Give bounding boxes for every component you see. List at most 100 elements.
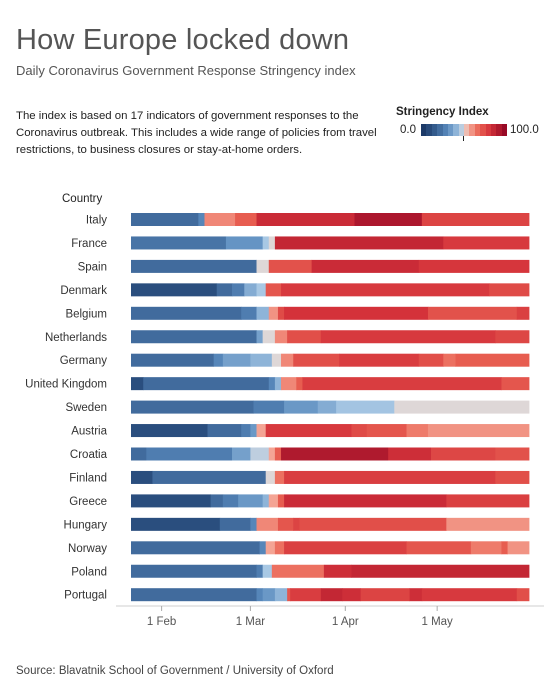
stringency-segment[interactable] [268, 494, 279, 508]
stringency-segment[interactable] [256, 213, 355, 226]
stringency-segment[interactable] [351, 424, 368, 438]
stringency-segment[interactable] [131, 353, 215, 367]
stringency-segment[interactable] [501, 541, 508, 555]
stringency-segment[interactable] [277, 517, 294, 531]
stringency-segment[interactable] [281, 283, 490, 297]
stringency-segment[interactable] [507, 541, 530, 555]
stringency-segment[interactable] [268, 447, 276, 461]
stringency-segment[interactable] [394, 400, 530, 414]
stringency-segment[interactable] [271, 564, 325, 578]
stringency-segment[interactable] [250, 517, 257, 531]
stringency-segment[interactable] [241, 424, 251, 438]
stringency-segment[interactable] [360, 588, 410, 602]
stringency-segment[interactable] [213, 353, 224, 367]
stringency-segment[interactable] [320, 330, 496, 344]
stringency-segment[interactable] [131, 283, 218, 297]
stringency-segment[interactable] [265, 541, 276, 555]
stringency-segment[interactable] [421, 213, 530, 226]
stringency-segment[interactable] [256, 564, 264, 578]
stringency-segment[interactable] [131, 517, 221, 531]
stringency-segment[interactable] [302, 377, 502, 391]
stringency-segment[interactable] [366, 424, 407, 438]
stringency-segment[interactable] [210, 494, 224, 508]
stringency-segment[interactable] [244, 283, 257, 297]
stringency-segment[interactable] [131, 330, 257, 344]
stringency-segment[interactable] [427, 306, 518, 320]
stringency-segment[interactable] [131, 213, 199, 226]
stringency-segment[interactable] [287, 588, 291, 602]
stringency-segment[interactable] [281, 377, 297, 391]
stringency-segment[interactable] [256, 588, 264, 602]
stringency-segment[interactable] [131, 236, 227, 250]
stringency-segment[interactable] [277, 494, 285, 508]
stringency-segment[interactable] [317, 400, 337, 414]
stringency-segment[interactable] [342, 588, 362, 602]
stringency-segment[interactable] [250, 424, 257, 438]
stringency-segment[interactable] [131, 424, 208, 438]
stringency-segment[interactable] [274, 377, 282, 391]
stringency-segment[interactable] [336, 400, 395, 414]
stringency-segment[interactable] [262, 494, 270, 508]
stringency-segment[interactable] [489, 283, 530, 297]
stringency-segment[interactable] [284, 306, 429, 320]
stringency-segment[interactable] [265, 424, 352, 438]
stringency-segment[interactable] [516, 306, 530, 320]
stringency-segment[interactable] [296, 377, 303, 391]
stringency-segment[interactable] [256, 259, 270, 273]
stringency-segment[interactable] [277, 306, 285, 320]
stringency-segment[interactable] [225, 236, 264, 250]
stringency-segment[interactable] [232, 447, 251, 461]
stringency-segment[interactable] [406, 541, 472, 555]
stringency-segment[interactable] [131, 541, 260, 555]
stringency-segment[interactable] [256, 306, 270, 320]
stringency-segment[interactable] [259, 541, 267, 555]
stringency-segment[interactable] [131, 306, 242, 320]
stringency-segment[interactable] [222, 494, 239, 508]
stringency-segment[interactable] [262, 588, 276, 602]
stringency-segment[interactable] [516, 588, 530, 602]
stringency-segment[interactable] [281, 353, 294, 367]
stringency-segment[interactable] [268, 377, 276, 391]
stringency-segment[interactable] [320, 588, 343, 602]
stringency-segment[interactable] [131, 447, 147, 461]
stringency-segment[interactable] [409, 588, 423, 602]
stringency-segment[interactable] [207, 424, 242, 438]
stringency-segment[interactable] [256, 283, 267, 297]
stringency-segment[interactable] [284, 494, 447, 508]
stringency-segment[interactable] [152, 470, 267, 484]
stringency-segment[interactable] [470, 541, 502, 555]
stringency-segment[interactable] [274, 588, 288, 602]
stringency-segment[interactable] [443, 353, 456, 367]
stringency-segment[interactable] [495, 447, 530, 461]
stringency-segment[interactable] [293, 353, 340, 367]
stringency-segment[interactable] [431, 447, 496, 461]
stringency-segment[interactable] [250, 447, 270, 461]
stringency-segment[interactable] [455, 353, 530, 367]
stringency-segment[interactable] [131, 400, 254, 414]
stringency-segment[interactable] [235, 213, 257, 226]
stringency-segment[interactable] [388, 447, 432, 461]
stringency-segment[interactable] [143, 377, 270, 391]
stringency-segment[interactable] [281, 447, 389, 461]
stringency-segment[interactable] [250, 353, 273, 367]
stringency-segment[interactable] [418, 353, 444, 367]
stringency-segment[interactable] [262, 564, 273, 578]
stringency-segment[interactable] [232, 283, 245, 297]
stringency-segment[interactable] [284, 470, 496, 484]
stringency-segment[interactable] [131, 494, 211, 508]
stringency-segment[interactable] [268, 259, 313, 273]
stringency-segment[interactable] [421, 588, 518, 602]
stringency-segment[interactable] [271, 353, 282, 367]
stringency-segment[interactable] [268, 236, 276, 250]
stringency-segment[interactable] [293, 517, 300, 531]
stringency-segment[interactable] [354, 213, 423, 226]
stringency-segment[interactable] [238, 494, 264, 508]
stringency-segment[interactable] [253, 400, 285, 414]
stringency-segment[interactable] [351, 564, 530, 578]
stringency-segment[interactable] [495, 470, 530, 484]
stringency-segment[interactable] [284, 400, 319, 414]
stringency-segment[interactable] [311, 259, 420, 273]
stringency-segment[interactable] [446, 517, 530, 531]
stringency-segment[interactable] [256, 330, 264, 344]
stringency-segment[interactable] [131, 259, 257, 273]
